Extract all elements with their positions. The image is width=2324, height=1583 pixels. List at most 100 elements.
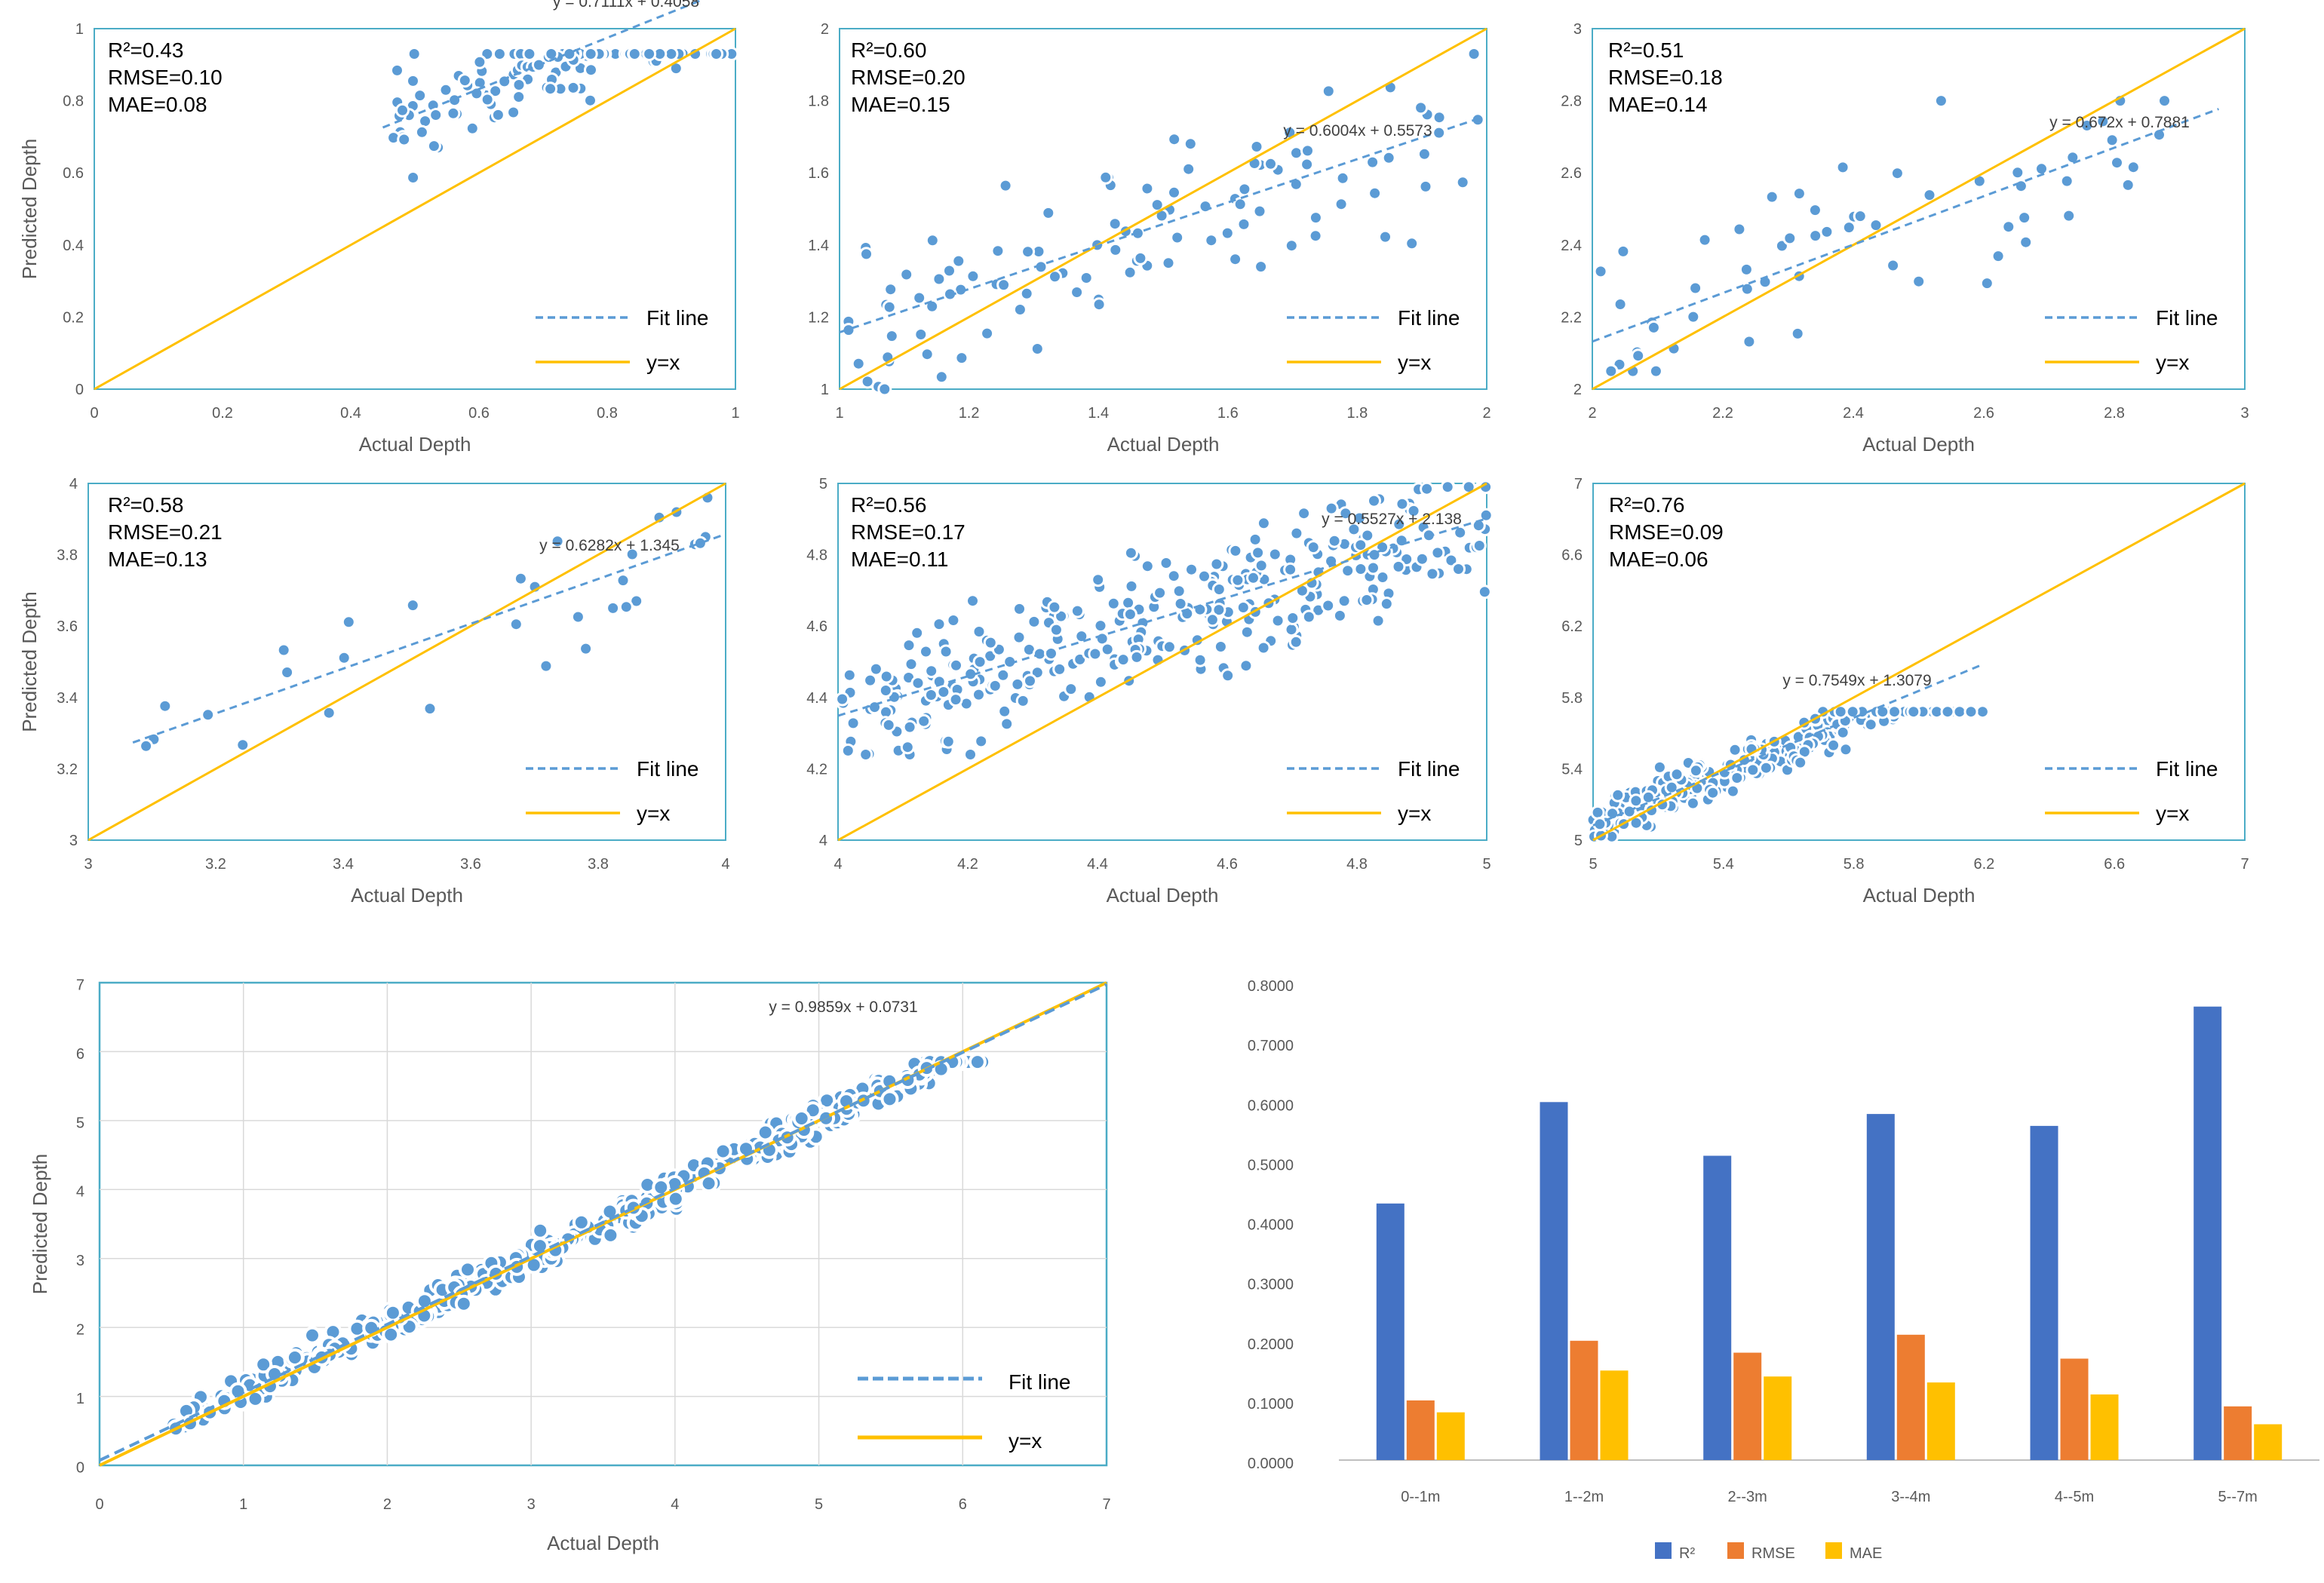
- data-point: [1237, 182, 1252, 197]
- y-tick-label: 0: [76, 1459, 84, 1476]
- data-point: [1764, 189, 1779, 204]
- data-point: [884, 329, 899, 344]
- data-point: [1140, 181, 1155, 196]
- data-point: [1204, 233, 1219, 248]
- data-point: [428, 108, 444, 122]
- data-point: [405, 598, 420, 613]
- data-point: [1166, 569, 1181, 584]
- x-tick-label: 5: [815, 1496, 823, 1513]
- y-tick-label: 1.6: [808, 165, 829, 182]
- data-point: [709, 47, 724, 61]
- data-point: [1173, 597, 1188, 611]
- data-point: [934, 370, 949, 385]
- data-point: [422, 701, 437, 716]
- y-tick-label: 7: [76, 977, 84, 993]
- data-point: [1835, 160, 1850, 175]
- data-point: [1793, 755, 1808, 770]
- data-point: [1284, 238, 1299, 253]
- bar-legend: R² RMSE MAE: [1655, 1542, 1882, 1562]
- data-point: [1922, 188, 1937, 203]
- data-point: [1664, 780, 1679, 795]
- data-point: [1641, 790, 1656, 805]
- data-point: [1124, 578, 1139, 594]
- data-point: [1430, 545, 1445, 560]
- data-point: [942, 263, 956, 278]
- data-point: [583, 93, 597, 108]
- data-point: [996, 667, 1011, 683]
- x-tick-label: 2--3m: [1728, 1489, 1767, 1505]
- data-point: [139, 738, 154, 753]
- data-point: [383, 1303, 402, 1322]
- y-tick-label: 3: [69, 833, 78, 849]
- data-point: [1841, 220, 1856, 235]
- data-point: [601, 1226, 620, 1244]
- data-point: [972, 624, 987, 639]
- x-tick-label: 4: [721, 856, 729, 873]
- data-point: [280, 665, 295, 680]
- stat-label: MAE=0.15: [851, 93, 950, 116]
- data-point: [572, 1213, 591, 1232]
- data-point: [1477, 584, 1492, 600]
- data-point: [1019, 286, 1034, 301]
- y-tick-label: 4.4: [806, 690, 827, 707]
- data-point: [1886, 258, 1901, 273]
- data-point: [1911, 274, 1926, 289]
- y-tick-label: 1: [75, 21, 84, 38]
- data-point: [946, 613, 961, 627]
- scatter-panel-p1: 0 0.2 0.4 0.6 0.8 1 0 0.2 0.4 0.6 0.8 1 Actual Depth…: [18, 0, 740, 456]
- legend: Fit line y=x: [536, 306, 708, 374]
- data-point: [868, 661, 883, 676]
- data-point: [1440, 480, 1455, 495]
- x-tick-label: 4.4: [1087, 856, 1108, 873]
- scatter-panel-p3: 2 2.2 2.4 2.6 2.8 3 2 2.2 2.4 2.6 2.8 3 Actual Depth…: [1561, 21, 2249, 456]
- data-point: [513, 571, 528, 586]
- data-point: [1197, 569, 1211, 584]
- y-tick-label: 0.7000: [1248, 1038, 1294, 1054]
- y-tick-label: 1.8: [808, 94, 829, 110]
- data-point: [1248, 532, 1263, 547]
- data-point: [2010, 165, 2025, 180]
- data-point: [980, 326, 995, 341]
- data-point: [1791, 186, 1807, 201]
- data-point: [1254, 558, 1269, 573]
- data-point: [1808, 229, 1823, 244]
- data-point: [566, 80, 581, 95]
- data-point: [699, 1174, 718, 1193]
- identity-line: [87, 482, 726, 842]
- data-point: [1686, 309, 1701, 324]
- data-point: [1933, 94, 1948, 109]
- data-point: [919, 347, 935, 362]
- data-point: [1863, 717, 1878, 732]
- y-tick-label: 2.2: [1561, 309, 1582, 326]
- data-point: [972, 655, 987, 670]
- y-tick-label: 6: [76, 1046, 84, 1063]
- fit-line: [1592, 108, 2219, 343]
- data-point: [1321, 598, 1336, 613]
- data-point: [1324, 501, 1339, 516]
- data-point: [508, 617, 523, 632]
- data-point: [1365, 155, 1380, 170]
- x-axis-title: Actual Depth: [1107, 433, 1220, 456]
- data-point: [1123, 545, 1138, 560]
- legend-identity-label: y=x: [1398, 351, 1431, 374]
- data-point: [1406, 503, 1421, 518]
- data-point: [1758, 760, 1773, 775]
- data-point: [1048, 269, 1062, 284]
- data-point: [1100, 642, 1115, 657]
- data-point: [1256, 516, 1271, 531]
- data-point: [426, 139, 441, 154]
- legend: Fit line y=x: [526, 757, 698, 825]
- data-point: [1353, 562, 1368, 576]
- data-point: [1688, 763, 1703, 778]
- data-point: [949, 658, 963, 673]
- data-point: [1122, 607, 1137, 621]
- data-point: [303, 1326, 321, 1345]
- data-point: [1853, 209, 1868, 224]
- data-point: [1979, 276, 1994, 291]
- data-point: [511, 90, 527, 104]
- data-point: [1047, 600, 1062, 615]
- data-point: [1239, 658, 1254, 673]
- y-tick-label: 0: [75, 382, 84, 398]
- fit-equation: y = 0.7549x + 1.3079: [1782, 672, 1931, 689]
- data-point: [1478, 508, 1494, 523]
